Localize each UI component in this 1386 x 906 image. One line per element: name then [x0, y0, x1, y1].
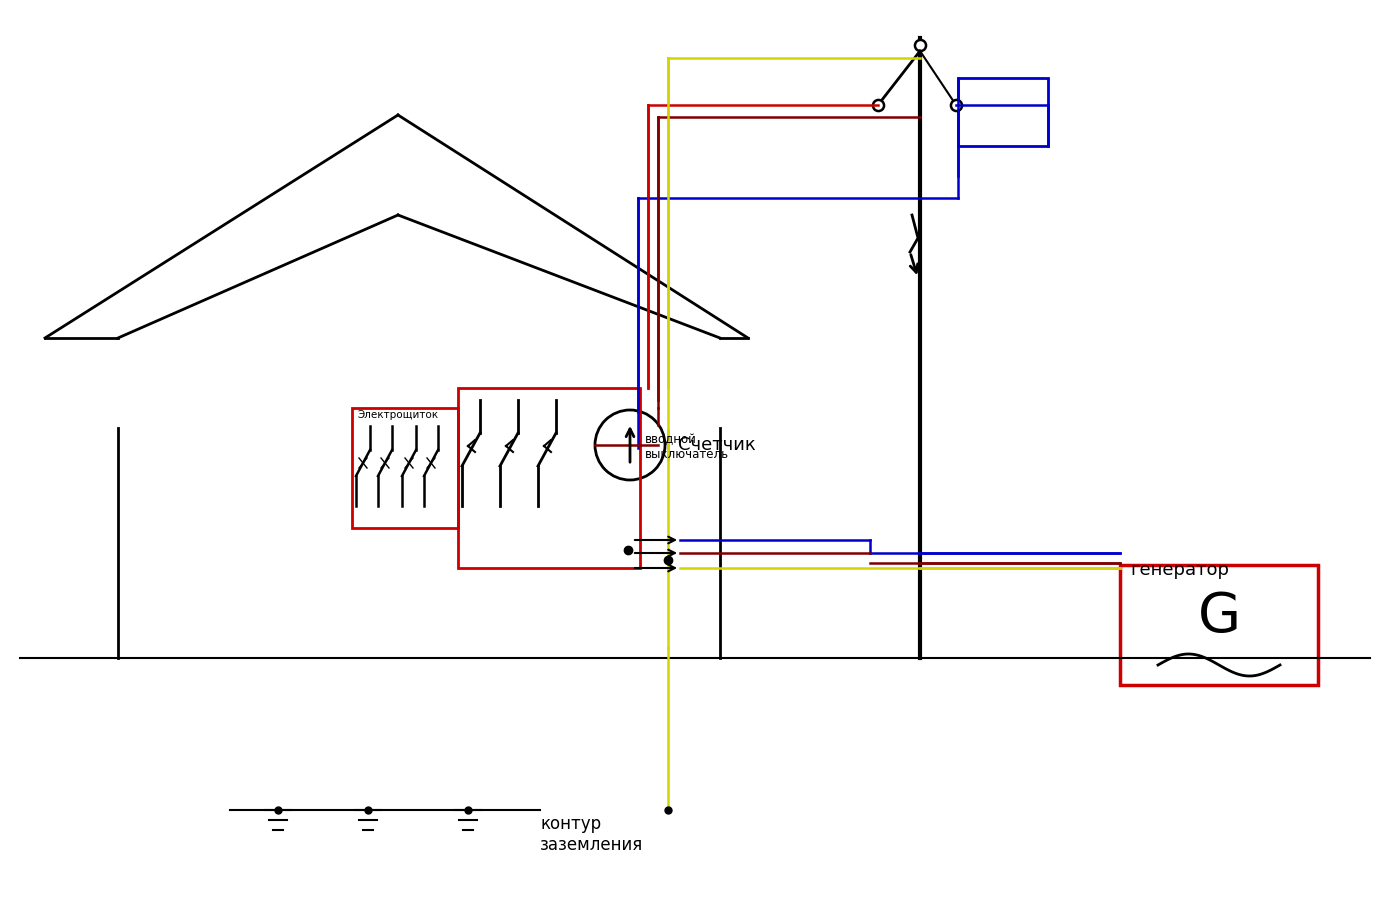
Text: контур
заземления: контур заземления: [541, 815, 643, 853]
Text: генератор: генератор: [1130, 561, 1229, 579]
Text: вводной
выключатель: вводной выключатель: [644, 433, 729, 461]
Bar: [352, 408, 457, 528]
Text: G: G: [1198, 590, 1240, 644]
Text: Счетчик: Счетчик: [678, 436, 755, 454]
Bar: [1120, 565, 1318, 685]
Text: Электрощиток: Электрощиток: [358, 410, 438, 420]
Bar: [457, 388, 640, 568]
Bar: [958, 78, 1048, 146]
